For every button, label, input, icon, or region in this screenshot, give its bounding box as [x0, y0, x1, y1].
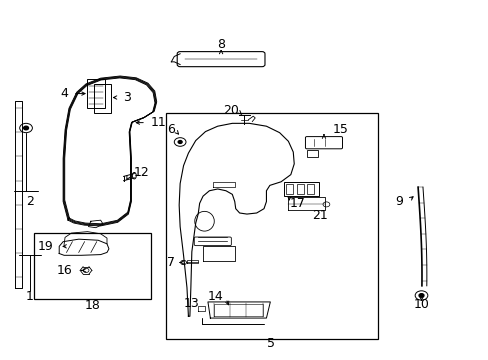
Circle shape	[178, 140, 182, 143]
Text: 5: 5	[267, 337, 275, 350]
Bar	[306, 150, 317, 157]
Text: 7: 7	[167, 256, 175, 269]
Text: 8: 8	[217, 38, 224, 51]
Text: 4: 4	[60, 87, 68, 100]
Text: 21: 21	[311, 210, 327, 222]
Text: 19: 19	[38, 240, 53, 253]
Text: 3: 3	[122, 91, 130, 104]
Text: 2: 2	[26, 195, 34, 208]
Circle shape	[418, 294, 423, 297]
Bar	[87, 79, 104, 108]
Text: 17: 17	[289, 197, 305, 210]
Text: 14: 14	[207, 290, 223, 303]
Text: 16: 16	[57, 264, 73, 277]
Text: 1: 1	[26, 290, 34, 303]
Bar	[94, 84, 111, 113]
Text: 15: 15	[331, 123, 347, 136]
Text: 13: 13	[183, 297, 199, 310]
Text: 9: 9	[394, 195, 402, 208]
Text: 12: 12	[133, 166, 149, 179]
Bar	[286, 184, 293, 194]
Bar	[165, 113, 377, 338]
Text: 18: 18	[84, 299, 100, 312]
Text: 11: 11	[151, 116, 166, 129]
Bar	[34, 233, 151, 299]
Bar	[283, 182, 318, 196]
Bar	[296, 184, 303, 194]
Circle shape	[23, 126, 28, 130]
Text: 10: 10	[413, 298, 428, 311]
Text: 6: 6	[167, 122, 175, 136]
Text: 20: 20	[223, 104, 238, 117]
Bar	[306, 184, 313, 194]
